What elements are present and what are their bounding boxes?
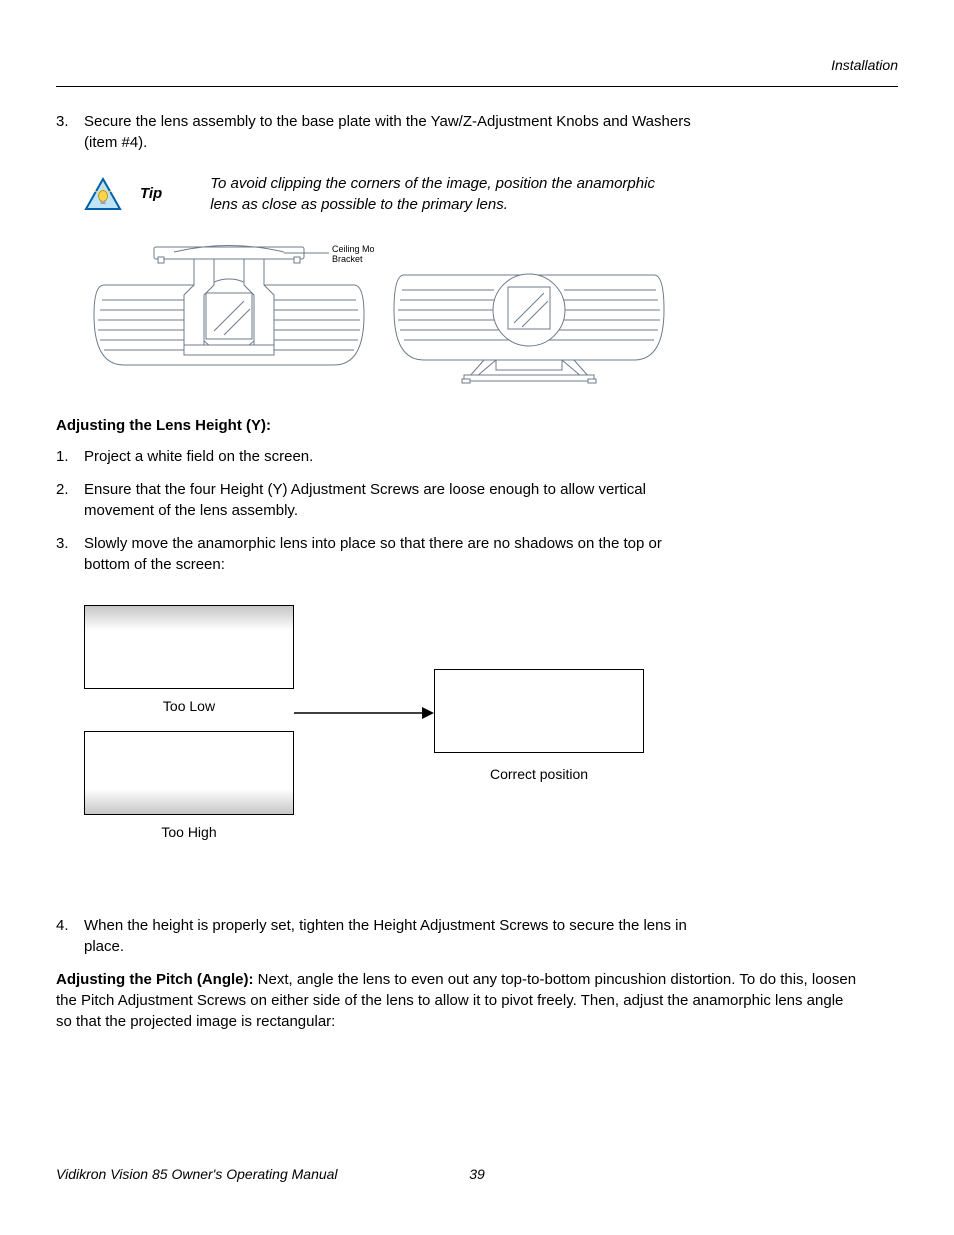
page-footer: Vidikron Vision 85 Owner's Operating Man… (56, 1165, 898, 1185)
projector-front-view (384, 265, 674, 385)
header-section: Installation (56, 56, 898, 76)
label-too-low: Too Low (84, 697, 294, 717)
list-text: Secure the lens assembly to the base pla… (84, 111, 694, 153)
bracket-callout-line1: Ceiling Mount (332, 244, 374, 254)
tip-icon (84, 177, 122, 211)
projector-diagrams: Ceiling Mount Bracket (84, 235, 898, 385)
screen-too-high (84, 731, 294, 815)
list-text: Slowly move the anamorphic lens into pla… (84, 533, 694, 575)
height-step-3: 3. Slowly move the anamorphic lens into … (56, 533, 898, 575)
list-text: Ensure that the four Height (Y) Adjustme… (84, 479, 694, 521)
projector-top-view: Ceiling Mount Bracket (84, 235, 374, 385)
height-step-4-list: 4. When the height is properly set, tigh… (56, 915, 898, 957)
footer-page-number: 39 (469, 1165, 485, 1185)
bracket-callout-line2: Bracket (332, 254, 363, 264)
section-heading-height: Adjusting the Lens Height (Y): (56, 415, 898, 436)
screen-too-low (84, 605, 294, 689)
height-step-2: 2. Ensure that the four Height (Y) Adjus… (56, 479, 898, 521)
intro-item-3: 3. Secure the lens assembly to the base … (56, 111, 898, 153)
tip-text: To avoid clipping the corners of the ima… (210, 173, 670, 215)
list-number: 4. (56, 915, 84, 957)
list-number: 3. (56, 533, 84, 575)
screen-correct (434, 669, 644, 753)
tip-label: Tip (140, 183, 162, 204)
height-step-1: 1. Project a white field on the screen. (56, 446, 898, 467)
pitch-heading: Adjusting the Pitch (Angle): (56, 971, 258, 988)
height-steps: 1. Project a white field on the screen. … (56, 446, 898, 575)
arrow-icon (294, 703, 434, 723)
label-correct: Correct position (434, 765, 644, 785)
pitch-paragraph: Adjusting the Pitch (Angle): Next, angle… (56, 969, 861, 1032)
list-number: 1. (56, 446, 84, 467)
label-too-high: Too High (84, 823, 294, 843)
tip-callout: Tip To avoid clipping the corners of the… (84, 173, 898, 215)
list-number: 3. (56, 111, 84, 153)
list-text: When the height is properly set, tighten… (84, 915, 694, 957)
height-step-4: 4. When the height is properly set, tigh… (56, 915, 898, 957)
intro-list: 3. Secure the lens assembly to the base … (56, 111, 898, 153)
list-text: Project a white field on the screen. (84, 446, 694, 467)
list-number: 2. (56, 479, 84, 521)
height-adjustment-figure: Too Low Too High Correct position (84, 605, 724, 885)
footer-title: Vidikron Vision 85 Owner's Operating Man… (56, 1166, 338, 1182)
header-rule (56, 86, 898, 87)
